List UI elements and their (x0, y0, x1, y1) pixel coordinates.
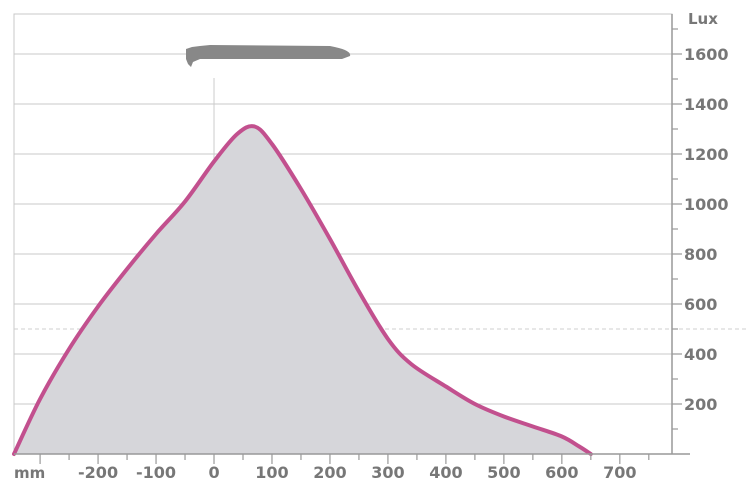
y-tick-label: 1200 (684, 145, 729, 164)
y-tick-label: 200 (684, 395, 717, 414)
y-tick-label: 1400 (684, 95, 729, 114)
y-tick-label: 1000 (684, 195, 729, 214)
y-tick-label: 1600 (684, 45, 729, 64)
x-tick-label: 200 (313, 463, 346, 482)
x-tick-label: 500 (487, 463, 520, 482)
x-tick-label: 0 (208, 463, 219, 482)
x-tick-label: -100 (136, 463, 176, 482)
x-tick-label: 700 (603, 463, 636, 482)
y-tick-label: 600 (684, 295, 717, 314)
y-axis-unit: Lux (688, 10, 718, 28)
x-axis-unit: mm (14, 464, 45, 482)
x-tick-label: 300 (371, 463, 404, 482)
y-tick-label: 800 (684, 245, 717, 264)
area-fill (14, 126, 591, 454)
axes: -200 -100 0 100 200 300 400 500 600 700 200 400 600 8… (14, 14, 729, 482)
series-line (12, 124, 593, 456)
x-tick-label: 600 (545, 463, 578, 482)
x-tick-label: -200 (78, 463, 118, 482)
light-bar-fixture-icon (186, 45, 351, 67)
x-tick-label: 100 (255, 463, 288, 482)
x-tick-label: 400 (429, 463, 462, 482)
area-series (12, 124, 593, 456)
y-tick-label: 400 (684, 345, 717, 364)
